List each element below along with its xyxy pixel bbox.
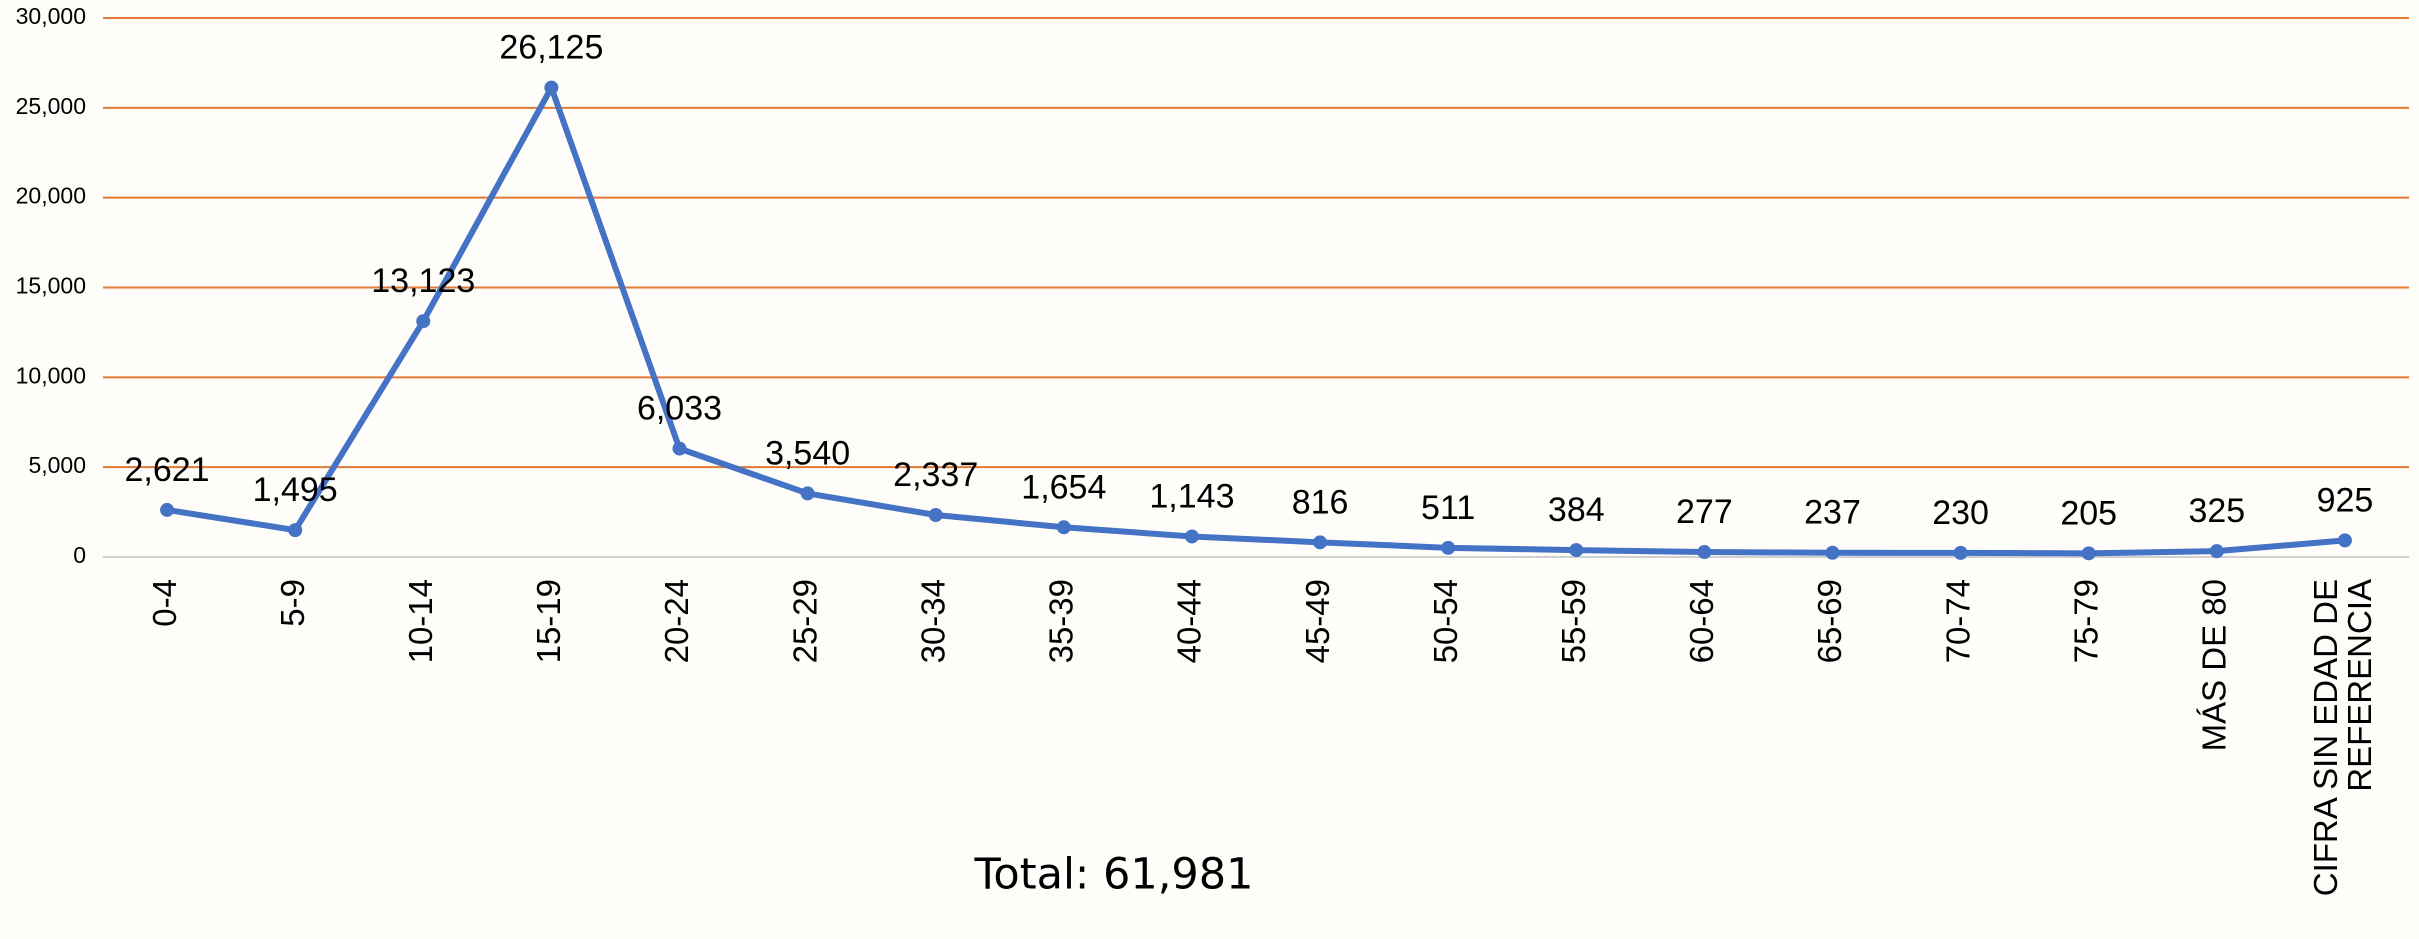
point: [1697, 545, 1711, 559]
x-tick-label: 65-69: [1811, 579, 1848, 663]
y-tick-label: 0: [73, 542, 86, 568]
point: [2082, 546, 2096, 560]
point: [1185, 529, 1199, 543]
x-tick-label: 70-74: [1939, 579, 1976, 663]
x-tick-label: 40-44: [1171, 579, 1208, 663]
value-label: 1,495: [253, 471, 338, 509]
value-label: 2,621: [125, 451, 210, 489]
x-tick-label: 60-64: [1683, 579, 1720, 663]
point: [1954, 546, 1968, 560]
value-label: 205: [2060, 494, 2117, 532]
point: [1441, 541, 1455, 555]
x-tick-label: 35-39: [1043, 579, 1080, 663]
value-label: 325: [2188, 492, 2245, 530]
point: [544, 81, 558, 95]
chart: Total: 61,981 0 5,000 10,000 15,000 20,000 25…: [0, 0, 2419, 939]
x-tick-label: 5-9: [274, 579, 311, 627]
point: [2210, 544, 2224, 558]
value-label: 1,654: [1021, 468, 1106, 506]
line: [167, 88, 2345, 554]
y-tick-label: 25,000: [16, 93, 86, 119]
value-label: 2,337: [893, 456, 978, 494]
value-label: 925: [2317, 481, 2374, 519]
value-label: 230: [1932, 494, 1989, 532]
x-tick-label: 55-59: [1555, 579, 1592, 663]
point: [416, 314, 430, 328]
point: [1057, 520, 1071, 534]
x-tick-label: 20-24: [658, 579, 695, 663]
y-tick-label: 20,000: [16, 183, 86, 209]
value-label: 277: [1676, 493, 1733, 531]
value-label: 26,125: [499, 29, 603, 67]
x-tick-label: 30-34: [914, 579, 951, 663]
point: [929, 508, 943, 522]
point: [1313, 535, 1327, 549]
value-label: 13,123: [371, 262, 475, 300]
y-tick-label: 15,000: [16, 273, 86, 299]
value-label: 511: [1421, 489, 1475, 527]
value-label: 6,033: [637, 390, 722, 428]
point: [2338, 533, 2352, 547]
x-tick-label: 10-14: [402, 579, 439, 663]
point: [1569, 543, 1583, 557]
point: [1826, 546, 1840, 560]
value-label: 3,540: [765, 434, 850, 472]
value-label: 384: [1548, 491, 1605, 529]
value-label: 237: [1804, 494, 1861, 532]
total-annotation: Total: 61,981: [973, 850, 1253, 900]
point: [288, 523, 302, 537]
x-tick-label: 45-49: [1299, 579, 1336, 663]
point: [160, 503, 174, 517]
y-tick-label: 30,000: [16, 3, 86, 29]
value-label: 816: [1292, 483, 1349, 521]
value-label: 1,143: [1149, 477, 1234, 515]
point: [673, 442, 687, 456]
x-tick-label: 15-19: [530, 579, 567, 663]
point: [801, 486, 815, 500]
y-tick-label: 10,000: [16, 362, 86, 388]
x-tick-label: 0-4: [146, 579, 183, 627]
x-tick-label: MÁS DE 80: [2196, 579, 2233, 751]
x-tick-label: 25-29: [786, 579, 823, 663]
x-tick-label: 50-54: [1427, 579, 1464, 663]
x-tick-label: CIFRA SIN EDAD DEREFERENCIA: [2307, 579, 2378, 896]
x-tick-label: 75-79: [2067, 579, 2104, 663]
y-tick-label: 5,000: [28, 452, 86, 478]
